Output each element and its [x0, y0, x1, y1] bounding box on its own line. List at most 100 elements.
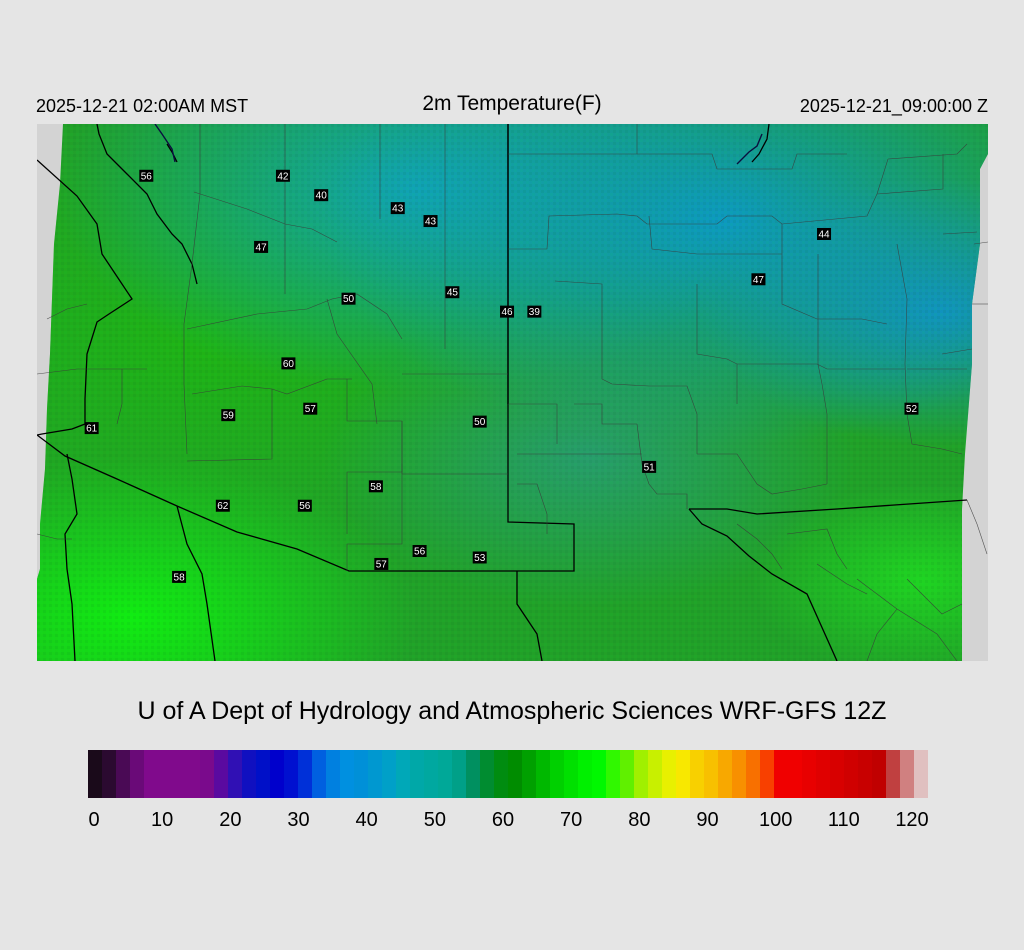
colorbar-swatch [130, 750, 144, 798]
station-temp-label: 40 [314, 189, 329, 202]
colorbar-swatch [774, 750, 788, 798]
station-labels: 56 42 40 43 43 47 50 45 46 39 47 44 60 59 57 50 61 51 52 58… [84, 169, 919, 583]
station-temp-label: 43 [390, 202, 405, 215]
colorbar-swatch [564, 750, 578, 798]
county-lines [37, 124, 988, 661]
colorbar-swatch [214, 750, 228, 798]
station-label-box [341, 292, 356, 305]
colorbar-swatch [242, 750, 256, 798]
colorbar-tick-label: 90 [696, 809, 719, 831]
station-temp-label: 39 [527, 305, 542, 318]
station-temp-label: 44 [817, 227, 832, 240]
station-label-box [390, 202, 405, 215]
colorbar-swatch [690, 750, 704, 798]
station-temp-value: 59 [223, 411, 235, 422]
colorbar-tick-label: 100 [758, 809, 793, 831]
colorbar-tick-label: 40 [355, 809, 378, 831]
colorbar-tick-label: 30 [287, 809, 310, 831]
colorbar-swatch [200, 750, 214, 798]
colorbar-swatch [88, 750, 102, 798]
colorbar-swatch [620, 750, 634, 798]
station-label-box [904, 402, 919, 415]
station-temp-value: 45 [447, 288, 459, 299]
colorbar-swatch [802, 750, 816, 798]
station-temp-label: 46 [500, 305, 515, 318]
colorbar-swatch [340, 750, 354, 798]
station-temp-value: 47 [753, 275, 765, 286]
station-label-box [297, 499, 312, 512]
colorbar-swatch [816, 750, 830, 798]
station-temp-value: 58 [370, 482, 382, 493]
map-title: 2m Temperature(F) [422, 92, 602, 115]
station-temp-value: 53 [474, 553, 486, 564]
colorbar-swatch [354, 750, 368, 798]
station-label-box [423, 215, 438, 228]
station-temp-value: 44 [818, 229, 830, 240]
colorbar-swatch [844, 750, 858, 798]
station-temp-label: 58 [368, 480, 383, 493]
station-temp-value: 62 [217, 501, 229, 512]
station-temp-label: 57 [303, 402, 318, 415]
station-label-box [281, 357, 296, 370]
temperature-colorbar [88, 750, 928, 798]
colorbar-tick-label: 70 [560, 809, 583, 831]
station-temp-value: 50 [343, 294, 355, 305]
colorbar-swatch [830, 750, 844, 798]
station-temp-label: 60 [281, 357, 296, 370]
colorbar-swatch [578, 750, 592, 798]
colorbar-swatch [452, 750, 466, 798]
colorbar-swatch [368, 750, 382, 798]
colorbar-swatch [186, 750, 200, 798]
station-label-box [642, 460, 657, 473]
station-temp-label: 61 [84, 422, 99, 435]
station-temp-label: 56 [139, 169, 154, 182]
station-temp-label: 57 [374, 557, 389, 570]
colorbar-swatch [886, 750, 900, 798]
station-label-box [139, 169, 154, 182]
colorbar-tick-label: 110 [827, 809, 860, 831]
station-label-box [527, 305, 542, 318]
colorbar-swatch [438, 750, 452, 798]
station-temp-label: 62 [215, 499, 230, 512]
colorbar-swatch [634, 750, 648, 798]
station-label-box [221, 409, 236, 422]
station-label-box [817, 227, 832, 240]
station-label-box [172, 570, 187, 583]
station-temp-label: 45 [445, 286, 460, 299]
station-label-box [215, 499, 230, 512]
state-borders [37, 124, 968, 661]
colorbar-tick-label: 60 [491, 809, 515, 831]
colorbar-tick-label: 0 [88, 809, 100, 831]
colorbar-swatch [466, 750, 480, 798]
station-temp-label: 47 [751, 273, 766, 286]
valid-time-utc: 2025-12-21_09:00:00 Z [799, 96, 988, 116]
station-temp-label: 56 [412, 545, 427, 558]
station-temp-value: 56 [141, 171, 153, 182]
station-temp-value: 42 [277, 171, 289, 182]
station-temp-value: 56 [414, 547, 426, 558]
station-label-box [275, 169, 290, 182]
temperature-map: 56 42 40 43 43 47 50 45 46 39 47 44 60 59 57 50 61 51 52 58… [37, 124, 988, 661]
colorbar-swatch [858, 750, 872, 798]
colorbar-swatch [760, 750, 774, 798]
model-credit: U of A Dept of Hydrology and Atmospheric… [137, 697, 887, 725]
colorbar-swatch [788, 750, 802, 798]
colorbar-swatch [522, 750, 536, 798]
station-temp-label: 56 [297, 499, 312, 512]
station-temp-value: 61 [86, 424, 98, 435]
colorbar-tick-label: 80 [628, 809, 651, 831]
station-temp-label: 59 [221, 409, 236, 422]
colorbar-swatch [592, 750, 606, 798]
colorbar-swatch [494, 750, 508, 798]
station-temp-value: 47 [256, 242, 268, 253]
colorbar-swatch [550, 750, 564, 798]
station-temp-value: 43 [425, 217, 437, 228]
station-temp-label: 52 [904, 402, 919, 415]
colorbar-tick-label: 20 [219, 809, 242, 831]
station-temp-value: 52 [906, 404, 918, 415]
colorbar-swatch [746, 750, 760, 798]
station-label-box [84, 422, 99, 435]
colorbar-swatch [172, 750, 186, 798]
colorbar-swatch [704, 750, 718, 798]
station-temp-label: 53 [472, 551, 487, 564]
